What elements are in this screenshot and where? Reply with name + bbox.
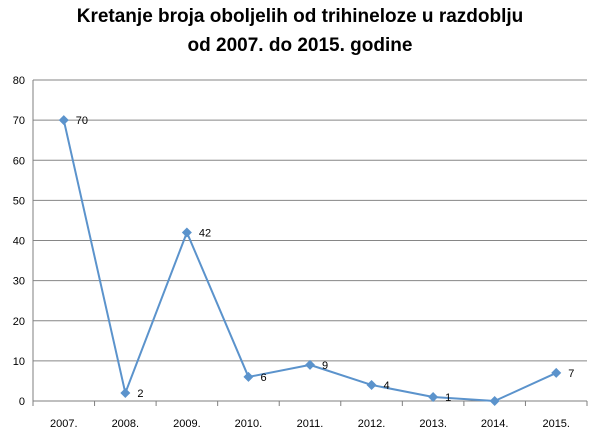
data-point-marker bbox=[428, 391, 439, 402]
data-label: 42 bbox=[199, 227, 211, 239]
data-label: 1 bbox=[445, 392, 451, 404]
y-tick-label: 0 bbox=[19, 396, 25, 408]
x-tick-label: 2013. bbox=[419, 418, 447, 430]
data-point-marker bbox=[489, 396, 500, 406]
series-line bbox=[62, 119, 557, 402]
data-point-marker bbox=[551, 367, 562, 378]
data-label: 7 bbox=[568, 368, 574, 380]
x-tick-label: 2011. bbox=[297, 418, 324, 430]
y-tick-label: 30 bbox=[13, 276, 25, 288]
y-tick-label: 20 bbox=[13, 316, 25, 328]
chart-title-line-2: od 2007. do 2015. godine bbox=[187, 35, 413, 56]
x-tick-label: 2007. bbox=[50, 418, 78, 430]
x-tick-label: 2015. bbox=[542, 418, 570, 430]
data-point-marker bbox=[305, 359, 315, 370]
data-point-marker bbox=[58, 115, 69, 126]
y-tick-label: 50 bbox=[13, 195, 25, 207]
data-label: 6 bbox=[260, 372, 266, 384]
data-point-marker bbox=[366, 379, 377, 390]
data-point-marker bbox=[181, 227, 192, 238]
data-point-marker bbox=[243, 371, 254, 382]
x-tick-label: 2008. bbox=[112, 418, 140, 430]
data-label: 70 bbox=[76, 115, 88, 127]
x-tick-label: 2010. bbox=[235, 418, 263, 430]
data-point-marker bbox=[120, 387, 131, 398]
data-label: 2 bbox=[137, 388, 143, 400]
y-tick-label: 80 bbox=[13, 75, 25, 87]
y-tick-label: 70 bbox=[13, 115, 25, 127]
y-tick-label: 40 bbox=[13, 236, 25, 248]
chart-title-line-1: Kretanje broja oboljelih od trihineloze … bbox=[76, 6, 524, 27]
chart-title: Kretanje broja oboljelih od trihineloze … bbox=[0, 2, 600, 60]
y-tick-label: 60 bbox=[13, 155, 25, 167]
data-label: 9 bbox=[322, 360, 328, 372]
y-tick-label: 10 bbox=[13, 356, 25, 368]
x-tick-label: 2009. bbox=[173, 418, 201, 430]
x-tick-label: 2014. bbox=[481, 418, 509, 430]
data-label: 4 bbox=[384, 380, 390, 392]
x-tick-label: 2012. bbox=[358, 418, 386, 430]
